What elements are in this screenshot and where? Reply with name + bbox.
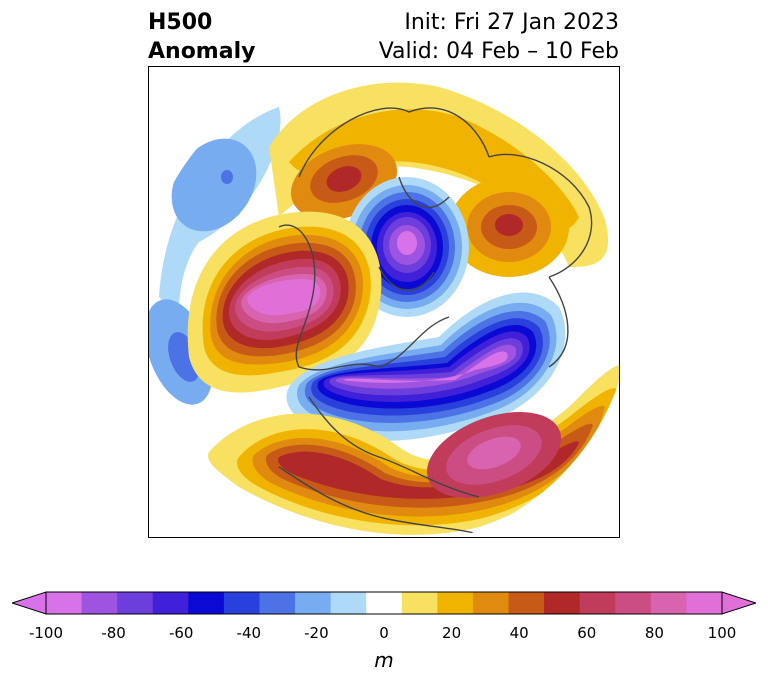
colorbar-tick-label: -20 <box>304 624 329 642</box>
coastlines <box>278 107 593 537</box>
valid-range: Valid: 04 Feb – 10 Feb <box>378 39 619 64</box>
colorbar-bin <box>46 592 83 614</box>
colorbar-bin <box>544 592 581 614</box>
colorbar <box>12 591 756 615</box>
colorbar-bin <box>152 592 189 614</box>
colorbar-tick-label: -100 <box>28 624 64 642</box>
init-date: Init: Fri 27 Jan 2023 <box>404 10 619 35</box>
colorbar-low-extend <box>12 591 47 615</box>
colorbar-tick-label: 100 <box>707 624 737 642</box>
colorbar-bin <box>81 592 118 614</box>
colorbar-bin <box>117 592 154 614</box>
colorbar-tick-label: -80 <box>101 624 126 642</box>
negative-anomaly-europe <box>345 177 469 317</box>
colorbar-tick-label: 0 <box>379 624 389 642</box>
positive-anomaly-arctic <box>269 82 609 277</box>
colorbar-bin <box>686 592 723 614</box>
colorbar-bin <box>508 592 545 614</box>
positive-anomaly-asia <box>187 211 382 393</box>
title-line2: Anomaly <box>148 39 256 64</box>
colorbar-tick-label: 20 <box>442 624 462 642</box>
colorbar-bin <box>579 592 616 614</box>
colorbar-tick-label: -40 <box>236 624 262 642</box>
date-info: Init: Fri 27 Jan 2023 Valid: 04 Feb – 10… <box>379 8 619 66</box>
colorbar-unit-label: m <box>374 648 394 672</box>
colorbar-bin <box>295 592 332 614</box>
map-panel <box>148 66 620 538</box>
colorbar-tick-label: -60 <box>168 624 194 642</box>
colorbar-bin <box>223 592 260 614</box>
colorbar-bin <box>472 592 510 614</box>
map-title: H500 Anomaly <box>148 8 255 66</box>
colorbar-bin <box>615 592 652 614</box>
colorbar-bin <box>188 592 225 614</box>
colorbar-bin <box>650 592 687 614</box>
colorbar-tick-label: 40 <box>509 624 529 642</box>
colorbar-bin <box>366 592 403 614</box>
title-line1: H500 <box>148 10 213 35</box>
colorbar-high-extend <box>721 591 756 615</box>
colorbar-tick-label: 60 <box>577 624 597 642</box>
anomaly-map <box>149 82 619 537</box>
colorbar-tick-label: 80 <box>644 624 664 642</box>
colorbar-bin <box>330 592 367 614</box>
negative-anomaly-canada <box>286 292 566 441</box>
colorbar-bin <box>259 592 296 614</box>
colorbar-bin <box>437 592 474 614</box>
positive-anomaly-atlantic <box>208 364 619 535</box>
colorbar-bin <box>401 592 438 614</box>
